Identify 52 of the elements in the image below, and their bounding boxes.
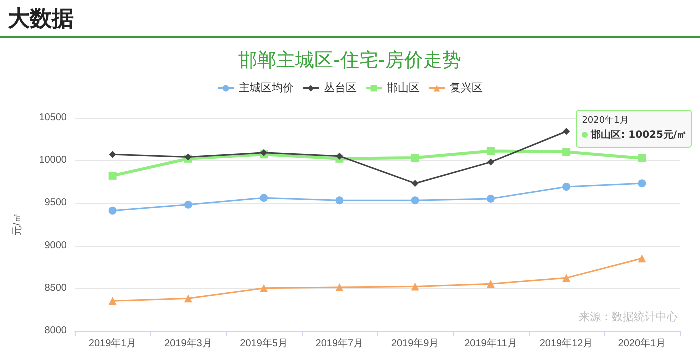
- y-tick-label: 8000: [44, 326, 68, 336]
- point: [108, 297, 117, 306]
- point: [108, 206, 117, 215]
- point: [336, 152, 344, 160]
- legend-label: 主城区均价: [239, 82, 294, 94]
- point: [638, 154, 646, 162]
- point: [562, 183, 571, 192]
- y-tick-label: 9500: [44, 198, 68, 209]
- chart-title: 邯郸主城区-住宅-房价走势: [238, 50, 462, 72]
- text: 大数据: [8, 6, 74, 34]
- y-tick-label: 9000: [44, 240, 68, 252]
- point: [412, 180, 419, 188]
- point: [109, 151, 116, 158]
- point: [184, 294, 192, 303]
- point: [562, 274, 571, 282]
- x-tick-label: 2019年11月: [464, 338, 518, 350]
- point: [638, 254, 646, 263]
- point: [260, 194, 268, 202]
- legend-label: 邯山区: [387, 82, 420, 94]
- point: [487, 158, 494, 166]
- y-tick-label: 8500: [44, 282, 68, 294]
- annotation: 2020年1月: [582, 114, 629, 128]
- point: [638, 180, 646, 188]
- x-tick-label: 2019年7月: [316, 338, 364, 350]
- point: [486, 194, 495, 203]
- x-tick-label: 2020年1月: [618, 338, 666, 350]
- x-tick-label: 2019年3月: [164, 338, 212, 350]
- annotation: 邯山区: 10025元/㎡: [591, 128, 688, 142]
- y-tick-label: 10500: [39, 112, 68, 124]
- point: [562, 148, 571, 156]
- point: [336, 196, 344, 205]
- legend-label: 丛台区: [324, 82, 357, 94]
- point: [411, 196, 420, 205]
- y-axis-title: 元/㎡: [12, 213, 24, 236]
- point: [108, 172, 117, 180]
- point: [411, 154, 420, 162]
- point: [336, 284, 344, 292]
- annotation: 来源：数据统计中心: [579, 310, 678, 324]
- legend-label: 复兴区: [450, 82, 483, 94]
- x-tick-label: 2019年12月: [540, 338, 594, 350]
- point: [486, 280, 495, 288]
- point: [260, 284, 268, 292]
- y-tick-label: 10000: [39, 155, 68, 166]
- point: [260, 149, 268, 156]
- tooltip-box: 2020年1月 邯山区: 10025元/㎡: [576, 110, 692, 148]
- point: [486, 147, 495, 156]
- x-tick-label: 2019年1月: [88, 338, 137, 350]
- point: [184, 200, 192, 209]
- point: [411, 282, 420, 291]
- point: [563, 128, 570, 136]
- x-tick-label: 2019年5月: [240, 338, 288, 350]
- x-tick-label: 2019年9月: [391, 338, 440, 350]
